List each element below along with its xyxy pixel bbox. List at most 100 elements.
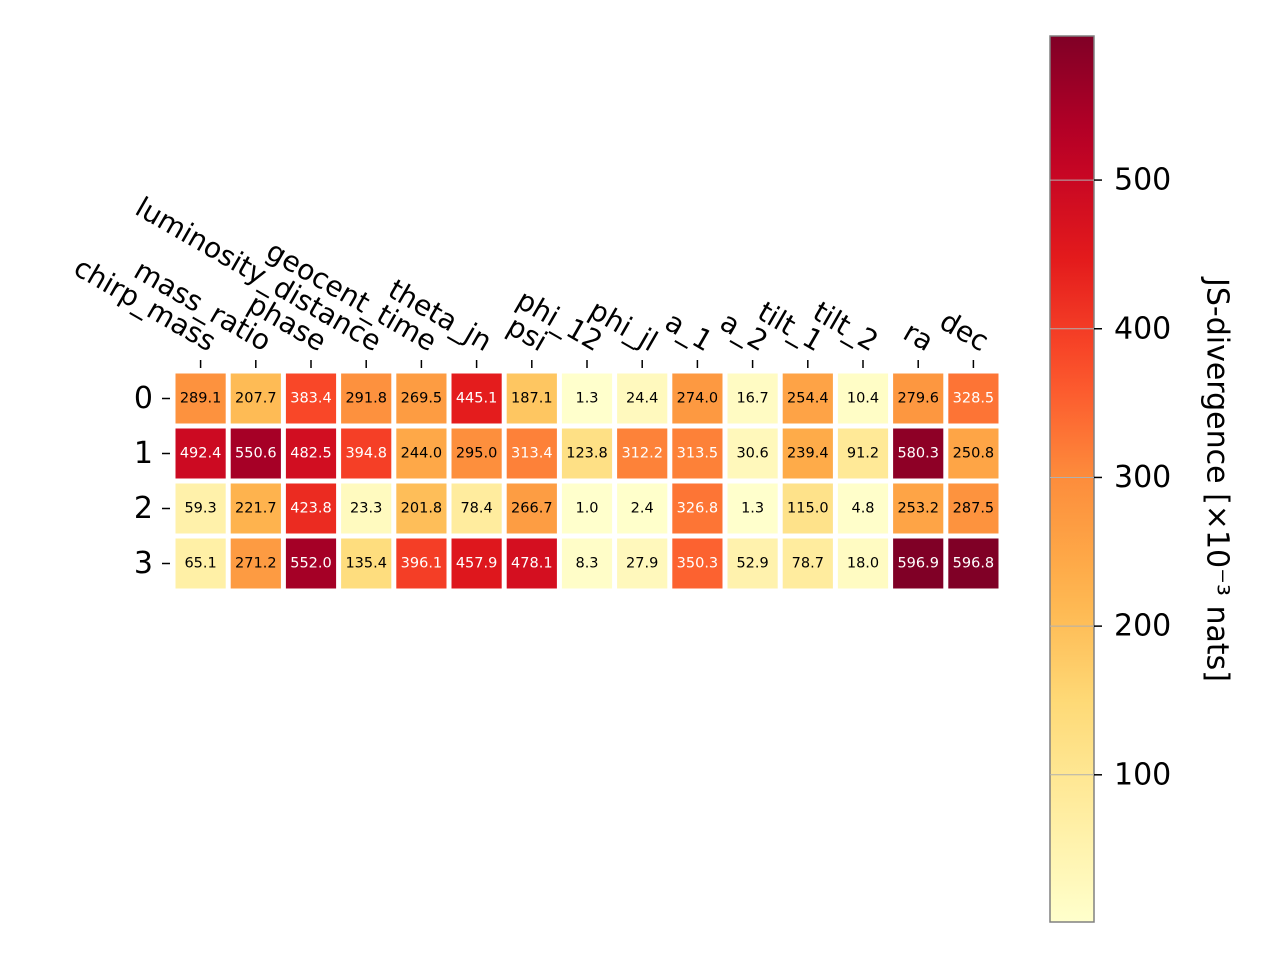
heatmap-cell: [561, 483, 613, 534]
heatmap-cell: [837, 373, 889, 424]
heatmap-cells: 289.1 207.7 383.4 291.8 269.5 445.1 187.1 1.3 24…: [175, 373, 999, 589]
cell-value-label: 266.7: [511, 501, 553, 517]
heatmap-cell: [451, 538, 502, 589]
heatmap-cell: [175, 428, 226, 479]
cell-value-label: 492.4: [180, 446, 222, 462]
cell-value-label: 16.7: [736, 391, 768, 407]
heatmap-cell: [837, 483, 889, 534]
cell-value-label: 552.0: [290, 556, 332, 572]
cell-value-label: 10.4: [847, 391, 879, 407]
heatmap-cell: [837, 428, 889, 479]
heatmap-cell: [727, 428, 778, 479]
heatmap-cell: [285, 428, 337, 479]
heatmap-cell: [341, 538, 392, 589]
colorbar-gradient: [1049, 35, 1095, 923]
cell-value-label: 123.8: [566, 446, 608, 462]
heatmap-cell: [506, 538, 557, 589]
cell-value-label: 274.0: [677, 391, 719, 407]
heatmap-cell: [782, 428, 833, 479]
colorbar-tick-label: 400: [1114, 311, 1171, 346]
x-tick-label: a_1: [659, 305, 718, 358]
colorbar: 100 200 300 400 500: [1049, 35, 1171, 923]
heatmap-cell: [672, 373, 723, 424]
heatmap-cell: [948, 483, 999, 534]
cell-value-label: 394.8: [345, 446, 387, 462]
heatmap-cell: [893, 373, 944, 424]
heatmap-cell: [617, 538, 668, 589]
cell-value-label: 78.4: [460, 501, 492, 517]
heatmap-cell: [672, 483, 723, 534]
heatmap-cell: [230, 538, 281, 589]
cell-value-label: 550.6: [235, 446, 277, 462]
cell-value-label: 1.3: [741, 501, 764, 517]
cell-value-label: 289.1: [180, 391, 222, 407]
heatmap-cell: [506, 483, 557, 534]
cell-value-label: 201.8: [401, 501, 443, 517]
colorbar-tick-label: 200: [1114, 609, 1171, 644]
heatmap-cell: [893, 538, 944, 589]
heatmap-cell: [782, 538, 833, 589]
cell-value-label: 1.3: [575, 391, 598, 407]
cell-value-label: 580.3: [897, 446, 939, 462]
heatmap-cell: [561, 373, 613, 424]
y-tick-label: 3: [134, 546, 153, 581]
cell-value-label: 1.0: [575, 501, 598, 517]
heatmap-cell: [175, 373, 226, 424]
heatmap-cell: [175, 538, 226, 589]
cell-value-label: 383.4: [290, 391, 332, 407]
cell-value-label: 52.9: [736, 556, 768, 572]
cell-value-label: 27.9: [626, 556, 658, 572]
cell-value-label: 91.2: [847, 446, 879, 462]
x-tick-label: tilt_2: [807, 295, 884, 358]
heatmap-cell: [561, 538, 613, 589]
heatmap-cell: [727, 538, 778, 589]
cell-value-label: 59.3: [184, 501, 216, 517]
cell-value-label: 187.1: [511, 391, 553, 407]
cell-value-label: 23.3: [350, 501, 382, 517]
cell-value-label: 78.7: [792, 556, 824, 572]
heatmap-cell: [396, 483, 447, 534]
cell-value-label: 8.3: [575, 556, 598, 572]
y-tick-label: 2: [134, 491, 153, 526]
x-tick-label: ra: [898, 315, 939, 358]
heatmap-cell: [948, 538, 999, 589]
heatmap-cell: [782, 483, 833, 534]
heatmap-cell: [672, 538, 723, 589]
cell-value-label: 4.8: [851, 501, 874, 517]
cell-value-label: 65.1: [184, 556, 216, 572]
heatmap-cell: [837, 538, 889, 589]
heatmap-cell: [727, 483, 778, 534]
cell-value-label: 244.0: [401, 446, 443, 462]
heatmap-cell: [396, 538, 447, 589]
heatmap-cell: [617, 428, 668, 479]
heatmap-cell: [230, 428, 281, 479]
colorbar-tick-label: 500: [1114, 163, 1171, 198]
heatmap-cell: [230, 373, 281, 424]
cell-value-label: 396.1: [401, 556, 443, 572]
heatmap-cell: [341, 483, 392, 534]
cell-value-label: 253.2: [897, 501, 939, 517]
cell-value-label: 279.6: [897, 391, 939, 407]
cell-value-label: 2.4: [631, 501, 654, 517]
cell-value-label: 271.2: [235, 556, 277, 572]
cell-value-label: 250.8: [953, 446, 995, 462]
cell-value-label: 596.8: [953, 556, 995, 572]
heatmap-cell: [672, 428, 723, 479]
cell-value-label: 18.0: [847, 556, 879, 572]
heatmap-cell: [617, 483, 668, 534]
cell-value-label: 478.1: [511, 556, 553, 572]
cell-value-label: 291.8: [345, 391, 387, 407]
y-axis: 0 1 2 3: [134, 381, 170, 581]
cell-value-label: 135.4: [345, 556, 387, 572]
heatmap-cell: [396, 428, 447, 479]
cell-value-label: 287.5: [953, 501, 995, 517]
heatmap-cell: [893, 483, 944, 534]
cell-value-label: 312.2: [621, 446, 663, 462]
heatmap-cell: [341, 428, 392, 479]
heatmap-cell: [782, 373, 833, 424]
cell-value-label: 30.6: [736, 446, 768, 462]
heatmap-cell: [175, 483, 226, 534]
cell-value-label: 207.7: [235, 391, 277, 407]
heatmap-cell: [396, 373, 447, 424]
